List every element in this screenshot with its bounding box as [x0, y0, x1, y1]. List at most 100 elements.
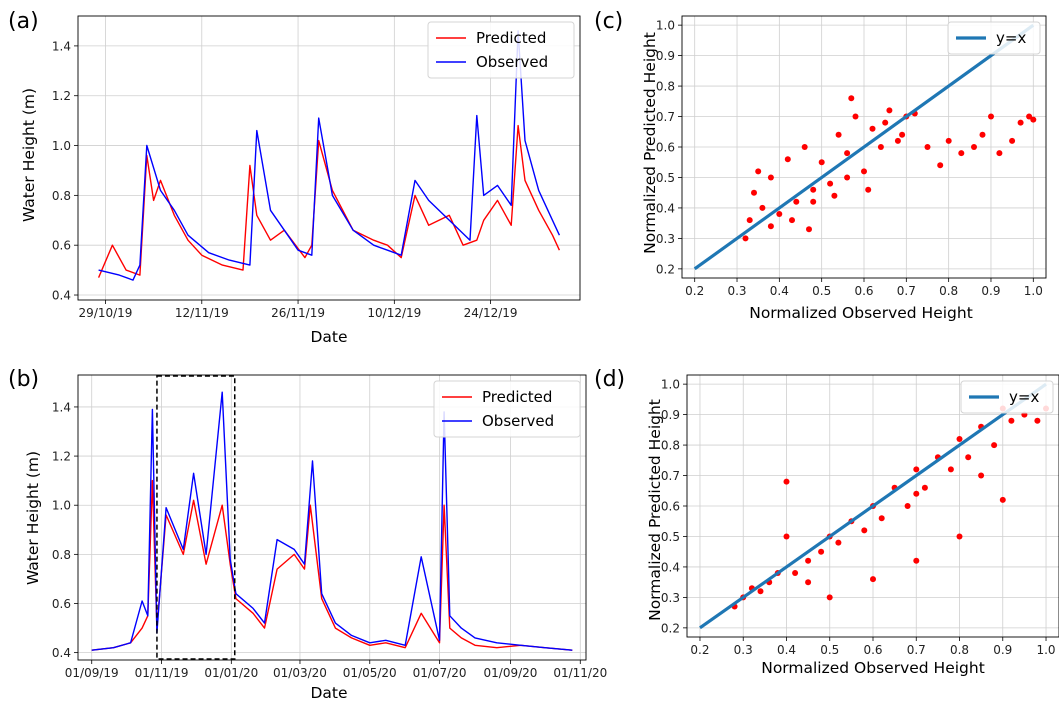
legend-entry: y=x [1009, 388, 1039, 406]
scatter-point [835, 539, 842, 546]
scatter-point [746, 217, 753, 224]
scatter-point [784, 156, 791, 163]
scatter-point [991, 442, 998, 449]
y-tick-label: 0.9 [661, 408, 680, 422]
x-tick-label: 01/09/20 [484, 666, 538, 680]
scatter-point [844, 174, 851, 181]
scatter-point [958, 150, 965, 157]
y-tick-label: 0.2 [661, 621, 680, 635]
scatter-point [805, 579, 812, 586]
y-tick-label: 1.2 [52, 450, 71, 464]
legend-box [947, 21, 1041, 55]
x-tick-label: 1.0 [1036, 643, 1055, 657]
panel-d-ylabel: Normalized Predicted Height [646, 399, 664, 621]
x-tick-label: 10/12/19 [367, 306, 421, 320]
y-tick-label: 0.2 [656, 262, 675, 276]
scatter-point [783, 478, 790, 485]
panel-c-plot: 0.2 0.3 0.4 0.5 0.6 0.7 0.8 0.9 1.0 0.2 0.3 0.4 0.5 0… [656, 15, 1047, 298]
y-tick-label: 0.8 [52, 548, 71, 562]
legend-entry: Predicted [476, 29, 546, 47]
scatter-point [835, 131, 842, 138]
scatter-point [759, 204, 766, 211]
x-tick-label: 0.8 [939, 284, 958, 298]
scatter-point [971, 144, 977, 150]
scatter-point [869, 125, 876, 132]
y-tick-label: 0.9 [656, 49, 675, 63]
scatter-point [767, 223, 774, 230]
y-tick-label: 0.6 [656, 141, 675, 155]
x-tick-label: 0.8 [950, 643, 969, 657]
scatter-point [827, 180, 834, 187]
y-tick-label: 0.8 [52, 189, 71, 203]
scatter-point [848, 95, 855, 102]
x-tick-label: 0.6 [863, 643, 882, 657]
scatter-point [877, 144, 884, 150]
x-tick-label: 0.2 [690, 643, 709, 657]
identity-line [693, 23, 1035, 271]
x-tick-label: 0.5 [812, 284, 831, 298]
y-tick-label: 0.4 [52, 289, 71, 303]
x-tick-label: 1.0 [1024, 284, 1043, 298]
scatter-point [810, 186, 817, 193]
panel-c-xlabel: Normalized Observed Height [749, 304, 973, 322]
x-tick-label: 0.9 [981, 284, 1000, 298]
x-tick-label: 0.7 [897, 284, 916, 298]
panel-b-plot: 01/09/19 01/11/19 01/01/20 01/03/20 01/05/20… [52, 374, 607, 680]
scatter-point [810, 198, 817, 205]
plot-border [681, 15, 1047, 279]
x-tick-label: 0.2 [685, 284, 704, 298]
scatter-point [826, 594, 833, 601]
scatter-point [1030, 116, 1037, 123]
scatter-point [937, 162, 944, 169]
scatter-point [956, 533, 963, 540]
series-line-predicted [97, 124, 561, 278]
x-tick-label: 0.7 [907, 643, 926, 657]
series-group [91, 391, 573, 651]
panel-a-ylabel: Water Height (m) [20, 88, 38, 222]
legend-box [960, 380, 1054, 414]
series-group [97, 30, 561, 281]
panel-c-ylabel: Normalized Predicted Height [641, 32, 659, 254]
scatter-point [913, 557, 920, 564]
scatter-points [742, 95, 1037, 242]
y-tick-label: 1.0 [656, 19, 675, 33]
plot-border [77, 15, 581, 301]
panel-label-a: (a) [8, 9, 39, 34]
scatter-point [751, 189, 757, 196]
x-tick-label: 29/10/19 [79, 306, 133, 320]
x-tick-label: 01/07/20 [413, 666, 467, 680]
scatter-point [767, 174, 774, 181]
scatter-point [904, 503, 911, 509]
x-tick-label: 01/05/20 [343, 666, 397, 680]
y-tick-label: 0.5 [656, 171, 675, 185]
scatter-point [979, 131, 986, 138]
scatter-point [947, 466, 954, 473]
scatter-point [757, 588, 764, 595]
series-line-observed [98, 30, 561, 281]
scatter-point [913, 466, 920, 473]
legend-entry: Observed [482, 412, 554, 430]
y-tick-label: 0.4 [661, 560, 680, 574]
scatter-point [806, 226, 812, 233]
panel-label-d: (d) [594, 367, 625, 392]
scatter-point [805, 557, 812, 564]
legend-box [427, 21, 575, 79]
y-tick-label: 1.0 [52, 499, 71, 513]
scatter-point [818, 159, 825, 166]
x-tick-label: 0.5 [820, 643, 839, 657]
scatter-point [996, 150, 1003, 157]
y-tick-label: 1.4 [52, 39, 71, 53]
scatter-point [945, 137, 952, 144]
panel-a-plot: 29/10/19 12/11/19 26/11/19 10/12/19 24/12/19… [52, 15, 581, 320]
highlight-box [156, 375, 236, 660]
scatter-point [1034, 417, 1041, 424]
panel-d-plot: 0.2 0.3 0.4 0.5 0.6 0.7 0.8 0.9 1.0 0.2 0.3 0.4 0.5 0… [661, 374, 1059, 657]
scatter-point [878, 515, 885, 522]
y-tick-label: 0.4 [656, 201, 675, 215]
scatter-point [899, 131, 906, 138]
scatter-point [978, 472, 985, 479]
y-tick-label: 0.5 [661, 530, 680, 544]
x-tick-label: 0.6 [854, 284, 873, 298]
y-tick-label: 0.6 [52, 239, 71, 253]
